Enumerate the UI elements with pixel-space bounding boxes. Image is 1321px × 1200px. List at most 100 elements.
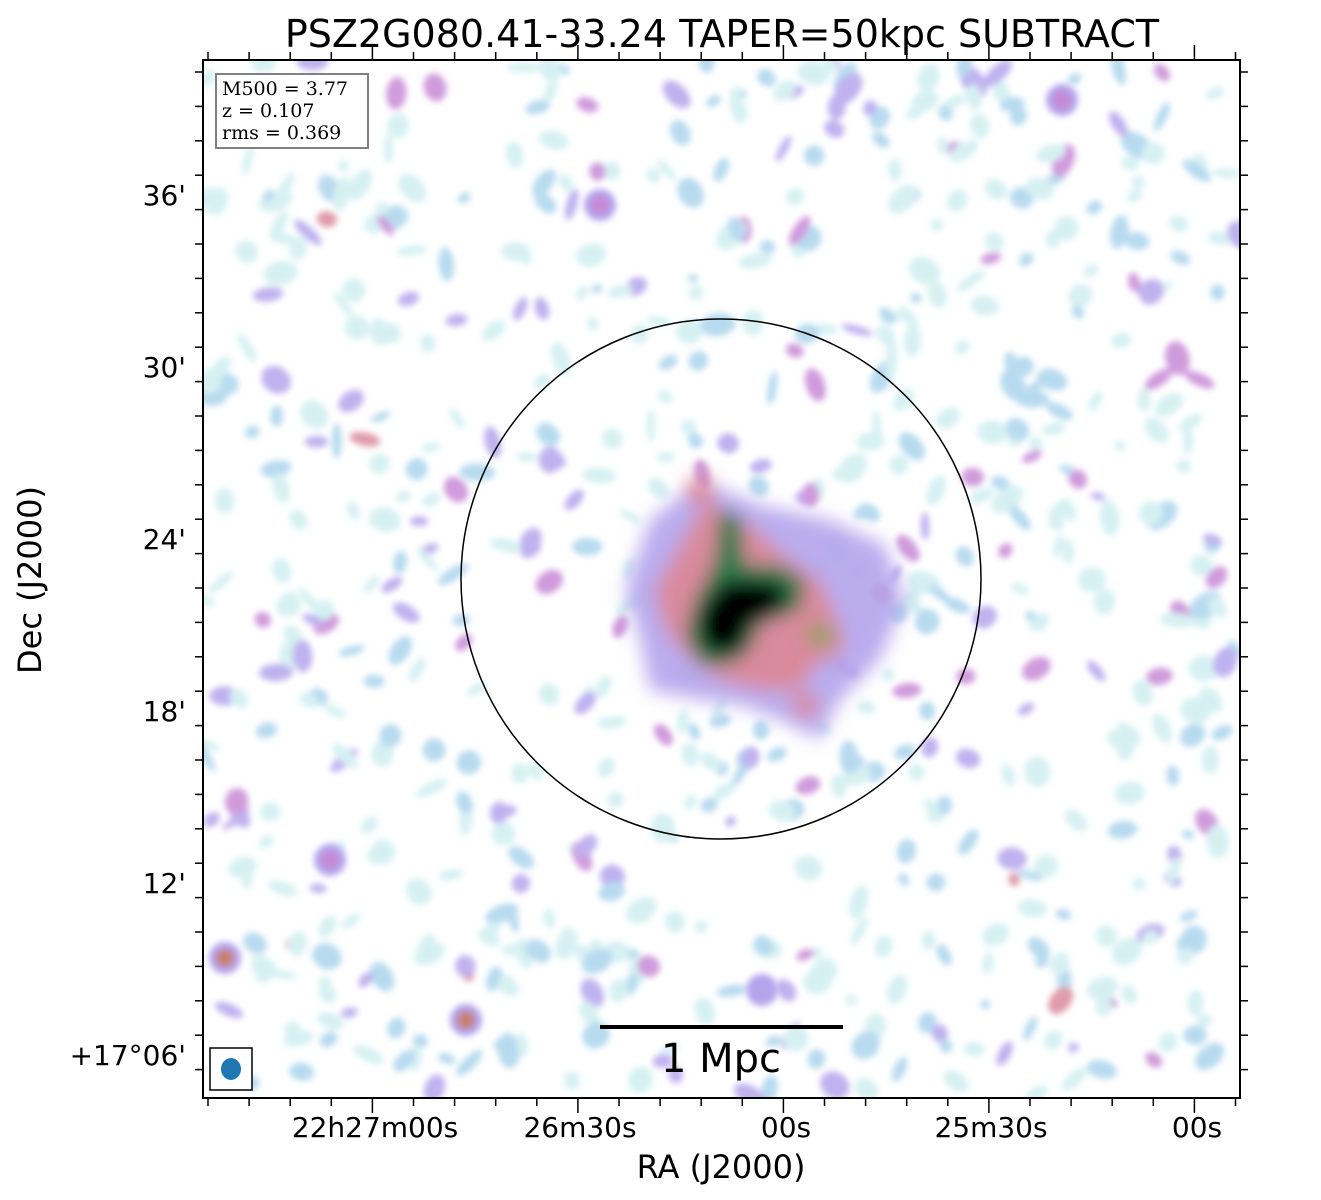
noise-blob bbox=[422, 738, 446, 762]
noise-blob bbox=[332, 176, 351, 211]
noise-blob bbox=[525, 99, 551, 115]
noise-blob bbox=[1054, 216, 1079, 241]
noise-blob bbox=[387, 1017, 406, 1039]
noise-blob bbox=[507, 904, 519, 933]
noise-blob bbox=[261, 365, 291, 394]
noise-blob bbox=[657, 390, 673, 404]
noise-blob bbox=[694, 920, 708, 934]
noise-blob bbox=[599, 864, 625, 888]
noise-blob bbox=[383, 134, 393, 164]
noise-blob bbox=[888, 184, 917, 214]
noise-blob bbox=[574, 691, 596, 715]
noise-blob bbox=[362, 575, 380, 594]
noise-blob bbox=[1059, 464, 1074, 474]
noise-blob bbox=[849, 885, 869, 920]
noise-blob bbox=[1111, 937, 1143, 966]
noise-blob bbox=[293, 219, 322, 246]
noise-blob bbox=[260, 460, 292, 478]
noise-blob bbox=[516, 1032, 528, 1057]
noise-blob bbox=[332, 743, 358, 769]
noise-blob bbox=[388, 636, 413, 665]
noise-blob bbox=[443, 476, 469, 503]
noise-blob bbox=[1008, 872, 1020, 887]
noise-blob bbox=[396, 245, 428, 256]
noise-blob bbox=[903, 326, 922, 357]
noise-blob bbox=[1183, 1025, 1207, 1046]
noise-blob bbox=[1099, 499, 1120, 536]
noise-blob bbox=[892, 1056, 908, 1082]
noise-blob bbox=[921, 931, 936, 950]
noise-blob bbox=[422, 492, 441, 507]
noise-blob bbox=[203, 594, 216, 607]
noise-blob bbox=[997, 847, 1027, 870]
noise-blob bbox=[220, 373, 239, 395]
noise-blob bbox=[1022, 656, 1051, 681]
noise-blob bbox=[347, 501, 360, 521]
noise-blob bbox=[1048, 501, 1068, 523]
noise-blob bbox=[319, 1031, 338, 1048]
noise-blob bbox=[607, 791, 624, 808]
noise-blob bbox=[733, 103, 748, 124]
noise-blob bbox=[628, 1066, 654, 1094]
noise-blob bbox=[838, 453, 867, 483]
noise-field bbox=[203, 60, 1240, 1098]
noise-blob bbox=[955, 748, 981, 769]
noise-blob bbox=[677, 177, 704, 208]
chart-title: PSZ2G080.41-33.24 TAPER=50kpc SUBTRACT bbox=[285, 12, 1160, 56]
noise-blob bbox=[1210, 284, 1225, 301]
noise-blob bbox=[1064, 809, 1088, 832]
noise-blob bbox=[1138, 278, 1164, 305]
noise-blob bbox=[833, 73, 863, 105]
noise-blob bbox=[664, 911, 686, 933]
noise-blob bbox=[348, 169, 373, 201]
noise-blob bbox=[375, 201, 389, 216]
radio-emission-map bbox=[203, 60, 1240, 1098]
noise-blob bbox=[456, 1049, 483, 1077]
noise-blob bbox=[1090, 492, 1106, 501]
noise-blob bbox=[831, 468, 845, 481]
noise-blob bbox=[910, 292, 922, 304]
noise-blob bbox=[1114, 440, 1126, 451]
scale-bar: 1 Mpc bbox=[600, 1025, 843, 1082]
noise-blob bbox=[1088, 391, 1103, 412]
noise-blob bbox=[909, 256, 941, 285]
noise-blob bbox=[438, 247, 455, 282]
noise-blob bbox=[254, 611, 272, 628]
noise-blob bbox=[810, 947, 823, 958]
noise-blob bbox=[455, 955, 476, 977]
noise-blob bbox=[596, 716, 627, 729]
noise-blob bbox=[1077, 567, 1106, 593]
noise-blob bbox=[1009, 505, 1031, 531]
noise-blob bbox=[1111, 60, 1126, 86]
noise-blob bbox=[698, 60, 715, 73]
y-tick-label: +17°06' bbox=[70, 1039, 186, 1072]
r500-circle bbox=[460, 318, 982, 840]
noise-blob bbox=[203, 187, 219, 209]
noise-blob bbox=[886, 974, 908, 1004]
noise-blob bbox=[1132, 877, 1146, 891]
noise-blob bbox=[626, 896, 657, 924]
noise-blob bbox=[1176, 946, 1194, 965]
x-tick-label: 22h27m00s bbox=[292, 1111, 459, 1144]
noise-blob bbox=[1145, 1052, 1163, 1068]
noise-blob bbox=[669, 120, 691, 146]
noise-blob bbox=[543, 908, 555, 929]
noise-blob bbox=[1022, 449, 1042, 464]
noise-blob bbox=[801, 482, 820, 508]
x-tick-labels: 22h27m00s 26m30s 00s 25m30s 00s bbox=[292, 1111, 1222, 1144]
noise-blob bbox=[874, 935, 893, 958]
noise-blob bbox=[371, 411, 390, 423]
noise-blob bbox=[688, 351, 709, 371]
noise-blob bbox=[1138, 501, 1163, 526]
noise-blob bbox=[379, 724, 402, 748]
noise-blob bbox=[312, 943, 342, 970]
noise-blob bbox=[1211, 724, 1233, 741]
noise-blob bbox=[652, 1054, 674, 1068]
halo-core bbox=[700, 580, 790, 655]
noise-blob bbox=[820, 1071, 850, 1098]
noise-blob bbox=[578, 1001, 600, 1026]
noise-blob bbox=[660, 1044, 680, 1054]
noise-blob bbox=[587, 316, 599, 332]
noise-blob bbox=[1167, 856, 1181, 884]
noise-blob bbox=[956, 270, 986, 292]
